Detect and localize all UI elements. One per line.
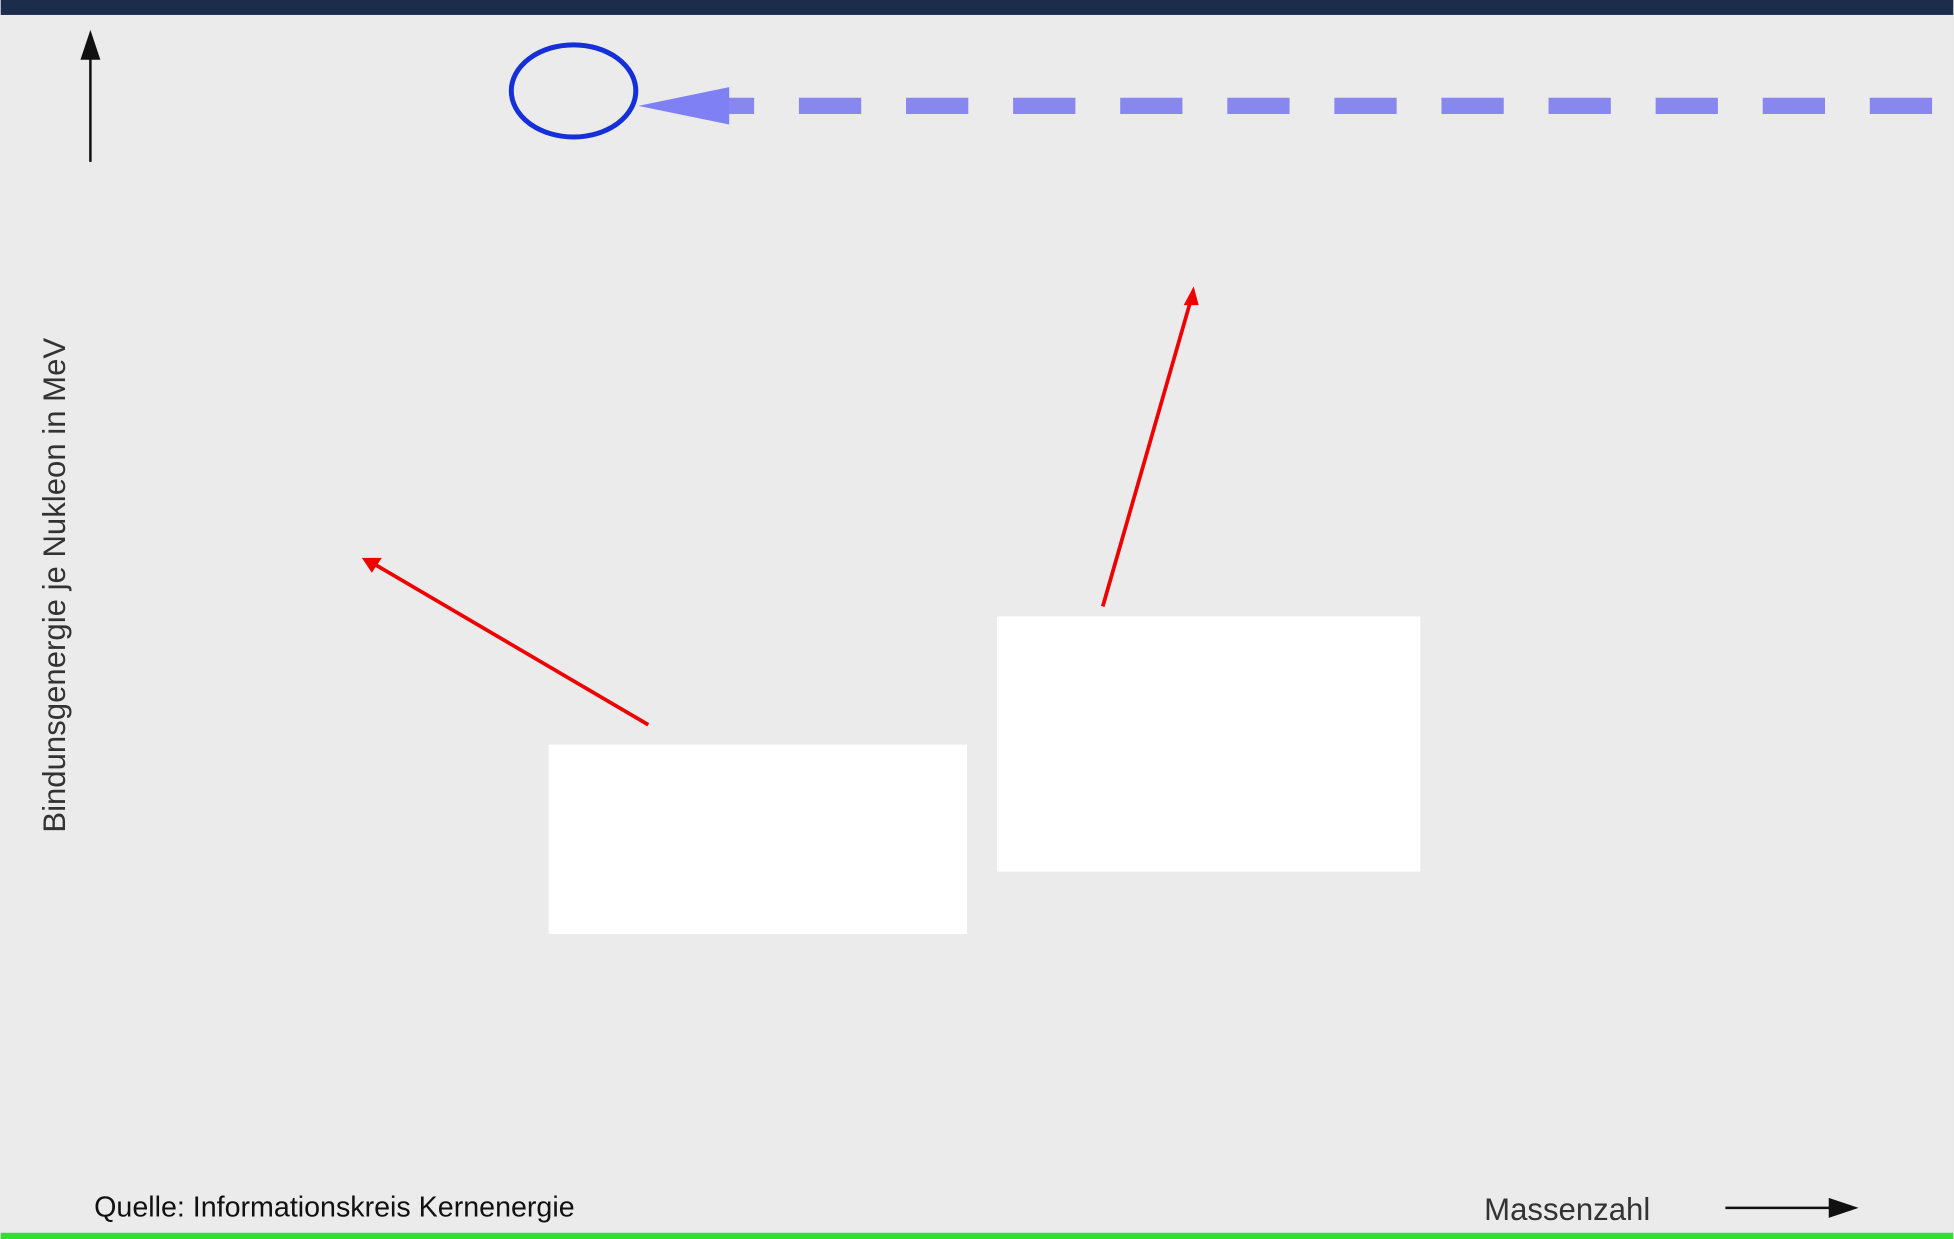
y-axis-label: Bindunsgenergie je Nukleon in MeV [37,338,72,833]
fission-box [997,616,1420,871]
page: Bindunsgenergie je Nukleon in MeV Massen… [0,0,1954,1239]
source: Quelle: Informationskreis Kernenergie [94,1192,575,1224]
top-band [1,0,1954,15]
x-axis-label: Massenzahl [1484,1192,1650,1227]
chart: Bindunsgenergie je Nukleon in MeV Massen… [0,0,1954,1239]
background [1,0,1954,1239]
bottom-band [1,1233,1954,1239]
fusion-box [549,745,967,934]
